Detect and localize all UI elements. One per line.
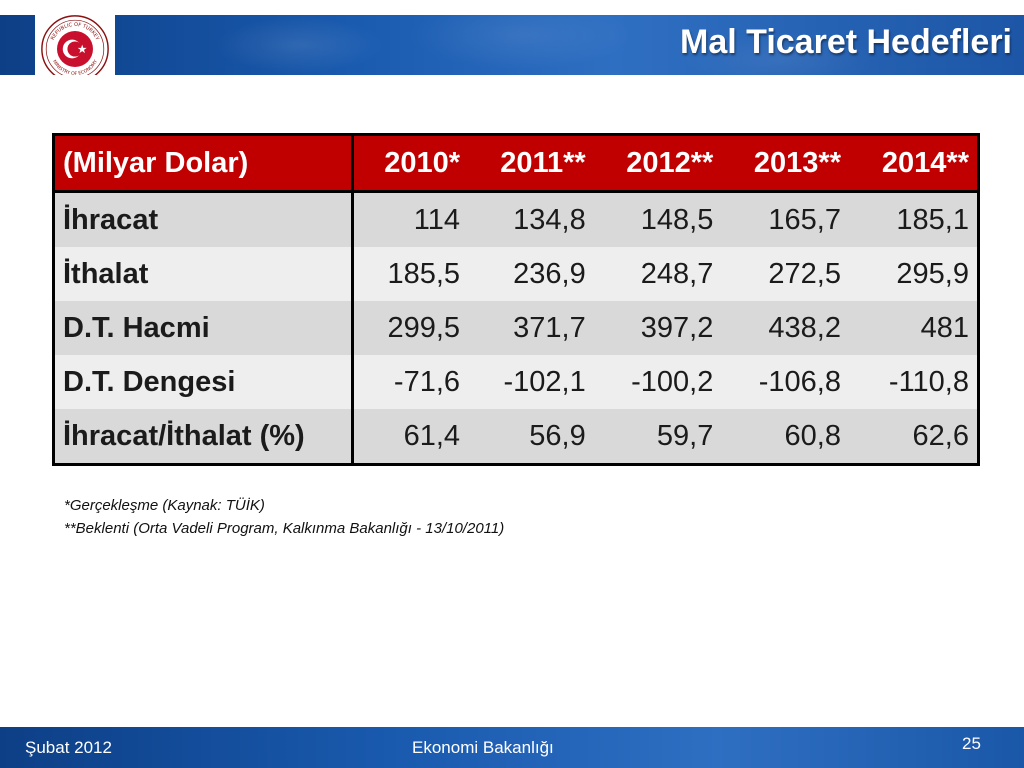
page-title: Mal Ticaret Hedefleri [680,23,1012,61]
table-row: İhracat/İthalat (%) 61,4 56,9 59,7 60,8 … [53,409,979,465]
table-cell: 62,6 [848,409,979,465]
table-row: İhracat 114 134,8 148,5 165,7 185,1 [53,191,979,247]
unit-header: (Milyar Dolar) [53,134,354,193]
row-label: İthalat [53,247,354,301]
year-header: 2010* [352,134,469,193]
table-cell: 165,7 [721,191,849,247]
footnotes: *Gerçekleşme (Kaynak: TÜİK) **Beklenti (… [64,494,504,540]
row-label: İhracat [53,191,354,247]
table-cell: -110,8 [848,355,979,409]
table-cell: 299,5 [352,301,469,355]
footer-bar: Şubat 2012 Ekonomi Bakanlığı 25 [0,727,1024,768]
footer-date: Şubat 2012 [25,738,112,757]
table-cell: 371,7 [468,301,594,355]
year-header: 2014** [848,134,979,193]
logo-container: REPUBLIC OF TURKEY MINISTRY OF ECONOMY [35,15,115,75]
year-header: 2012** [593,134,722,193]
header-banner: REPUBLIC OF TURKEY MINISTRY OF ECONOMY M… [0,15,1024,75]
page-number: 25 [962,734,981,753]
table-cell: 59,7 [593,409,722,465]
table-row: D.T. Dengesi -71,6 -102,1 -100,2 -106,8 … [53,355,979,409]
table-header-row: (Milyar Dolar) 2010* 2011** 2012** 2013*… [53,134,979,193]
table-cell: 148,5 [593,191,722,247]
footnote-expected: **Beklenti (Orta Vadeli Program, Kalkınm… [64,520,505,537]
row-label: D.T. Hacmi [53,301,354,355]
table-cell: 134,8 [468,191,594,247]
table-cell: 295,9 [848,247,979,301]
footer-organization: Ekonomi Bakanlığı [412,738,554,757]
table-cell: 248,7 [593,247,722,301]
table-row: D.T. Hacmi 299,5 371,7 397,2 438,2 481 [53,301,979,355]
table-cell: 397,2 [593,301,722,355]
table-cell: -106,8 [721,355,849,409]
table-cell: 438,2 [721,301,849,355]
table-cell: 185,1 [848,191,979,247]
row-label: İhracat/İthalat (%) [53,409,354,465]
table-row: İthalat 185,5 236,9 248,7 272,5 295,9 [53,247,979,301]
table-cell: 236,9 [468,247,594,301]
table-cell: 272,5 [721,247,849,301]
table-cell: 481 [848,301,979,355]
table-cell: 56,9 [468,409,594,465]
table-cell: 185,5 [352,247,469,301]
table-cell: 61,4 [352,409,469,465]
year-header: 2011** [468,134,594,193]
year-header: 2013** [721,134,849,193]
table-cell: -71,6 [352,355,469,409]
table-cell: 60,8 [721,409,849,465]
table-cell: -102,1 [468,355,594,409]
ministry-seal-icon: REPUBLIC OF TURKEY MINISTRY OF ECONOMY [41,15,109,75]
trade-targets-table: (Milyar Dolar) 2010* 2011** 2012** 2013*… [52,133,980,466]
footnote-actual: *Gerçekleşme (Kaynak: TÜİK) [64,497,265,514]
row-label: D.T. Dengesi [53,355,354,409]
table-cell: -100,2 [593,355,722,409]
table-cell: 114 [352,191,469,247]
